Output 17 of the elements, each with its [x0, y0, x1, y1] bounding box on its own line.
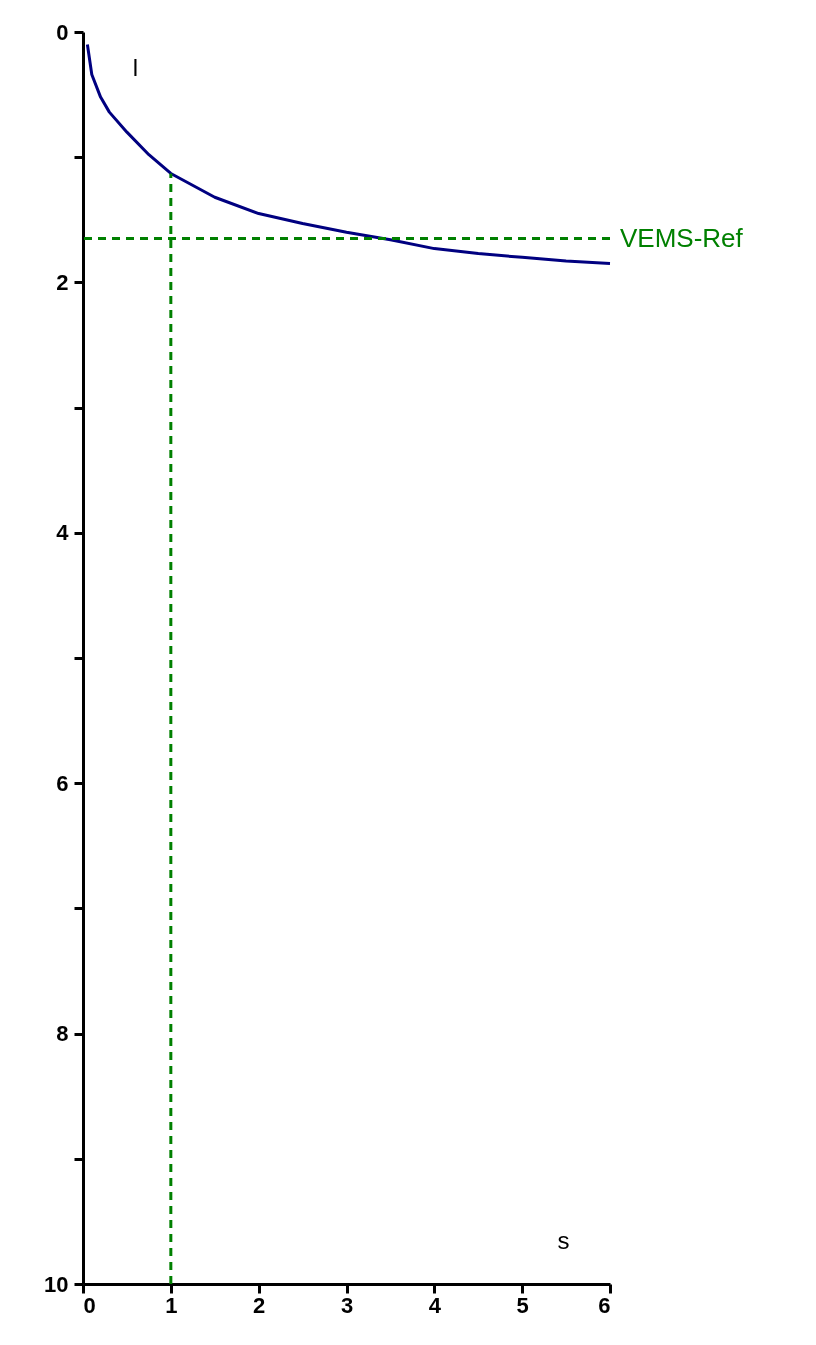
- x-tick-label: 4: [428, 1292, 442, 1318]
- y-tick-label: 10: [44, 1271, 69, 1297]
- x-tick-label: 1: [165, 1292, 178, 1318]
- y-tick-label: 4: [56, 520, 70, 546]
- x-tick-label: 2: [253, 1292, 266, 1318]
- y-tick-label: 6: [56, 770, 69, 796]
- y-tick-label: 8: [56, 1021, 69, 1047]
- line-series: [85, 43, 612, 266]
- x-tick-label: 0: [83, 1292, 96, 1318]
- x-tick-label: 3: [340, 1292, 354, 1318]
- y-axis-title: l: [132, 53, 139, 81]
- x-tick-label: 6: [598, 1292, 611, 1318]
- y-tick-label: 0: [56, 19, 69, 45]
- y-tick-label: 2: [56, 269, 69, 295]
- ref-line-label: VEMS-Ref: [620, 222, 744, 253]
- x-axis-title: s: [557, 1226, 570, 1254]
- x-tick-label: 5: [516, 1292, 529, 1318]
